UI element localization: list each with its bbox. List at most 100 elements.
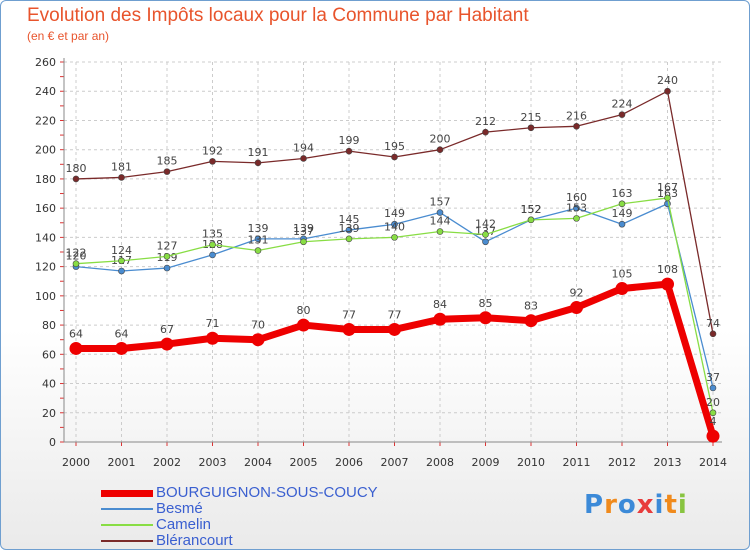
data-label: 240: [657, 74, 678, 87]
data-label: 137: [293, 225, 314, 238]
y-tick-label: 60: [42, 348, 56, 361]
data-label: 192: [202, 144, 223, 157]
data-point: [570, 301, 583, 315]
data-label: 163: [657, 187, 678, 200]
data-point: [115, 341, 128, 355]
x-tick-label: 2003: [199, 456, 227, 469]
data-label: 163: [612, 187, 633, 200]
data-label: 122: [66, 247, 87, 260]
data-label: 92: [570, 287, 584, 300]
data-point: [618, 220, 626, 228]
data-label: 224: [612, 98, 633, 111]
y-tick-label: 80: [42, 319, 56, 332]
data-point: [664, 87, 671, 95]
data-point: [436, 209, 444, 216]
data-point: [391, 234, 398, 241]
data-label: 105: [612, 268, 633, 281]
x-tick-label: 2001: [108, 456, 136, 469]
data-point: [300, 238, 307, 246]
data-label: 67: [160, 323, 174, 336]
data-point: [573, 123, 580, 130]
data-label: 71: [206, 317, 220, 330]
logo-letter: i: [654, 490, 665, 520]
x-tick-label: 2002: [153, 456, 181, 469]
legend-swatch: [101, 489, 153, 497]
logo-letter: x: [636, 490, 655, 520]
data-point: [342, 322, 356, 336]
data-point: [297, 318, 310, 332]
data-point: [527, 124, 535, 132]
data-point: [709, 409, 717, 417]
y-tick-label: 40: [42, 378, 56, 391]
data-label: 194: [293, 141, 314, 154]
data-point: [706, 429, 720, 443]
legend-swatch: [101, 524, 153, 526]
data-label: 70: [251, 319, 265, 332]
logo-letter: r: [604, 490, 618, 520]
y-tick-label: 20: [42, 407, 56, 420]
data-point: [69, 341, 83, 355]
data-label: 139: [248, 222, 269, 235]
data-label: 85: [479, 297, 493, 310]
data-label: 180: [66, 162, 87, 175]
data-point: [482, 238, 489, 246]
data-point: [206, 331, 219, 345]
data-label: 77: [388, 308, 402, 321]
y-tick-label: 240: [35, 85, 56, 98]
data-label: 139: [339, 222, 360, 235]
legend-swatch: [101, 508, 153, 510]
data-point: [618, 111, 626, 118]
x-tick-label: 2007: [381, 456, 409, 469]
x-tick-label: 2000: [62, 456, 90, 469]
data-point: [163, 168, 171, 175]
data-point: [709, 384, 717, 392]
x-tick-label: 2010: [517, 456, 545, 469]
data-point: [482, 231, 489, 238]
data-point: [433, 312, 447, 326]
data-point: [118, 267, 125, 275]
x-tick-label: 2009: [472, 456, 500, 469]
data-point: [163, 253, 171, 260]
y-tick-label: 260: [35, 56, 56, 69]
x-tick-label: 2005: [290, 456, 318, 469]
data-point: [300, 155, 307, 162]
data-label: 108: [657, 263, 678, 276]
y-tick-label: 200: [35, 144, 56, 157]
data-point: [436, 146, 444, 153]
data-label: 215: [521, 111, 542, 124]
data-label: 120: [66, 250, 87, 263]
data-label: 152: [521, 203, 542, 216]
data-label: 127: [157, 239, 178, 252]
data-point: [391, 220, 398, 228]
x-tick-label: 2008: [426, 456, 454, 469]
logo-letter: P: [584, 490, 605, 520]
proxiti-logo: Proxiti: [584, 490, 688, 520]
x-tick-label: 2012: [608, 456, 636, 469]
data-label: 84: [433, 298, 447, 311]
data-label: 74: [706, 317, 720, 330]
data-label: 20: [706, 396, 720, 409]
data-point: [254, 247, 262, 254]
y-tick-label: 0: [49, 436, 56, 449]
data-point: [391, 153, 398, 161]
x-tick-label: 2006: [335, 456, 363, 469]
x-tick-label: 2013: [654, 456, 682, 469]
data-label: 216: [566, 109, 587, 122]
data-point: [209, 158, 216, 165]
data-label: 167: [657, 181, 678, 194]
data-label: 199: [339, 134, 360, 147]
logo-letter: o: [617, 490, 637, 520]
data-point: [664, 194, 671, 202]
data-label: 191: [248, 146, 269, 159]
data-label: 200: [430, 133, 451, 146]
data-label: 212: [475, 115, 496, 128]
data-point: [160, 337, 174, 351]
data-label: 152: [521, 203, 542, 216]
data-label: 144: [430, 215, 451, 228]
data-point: [163, 264, 171, 272]
legend-label: Camelin: [156, 516, 212, 533]
data-point: [615, 282, 629, 296]
data-point: [254, 235, 262, 243]
y-tick-label: 220: [35, 114, 56, 127]
